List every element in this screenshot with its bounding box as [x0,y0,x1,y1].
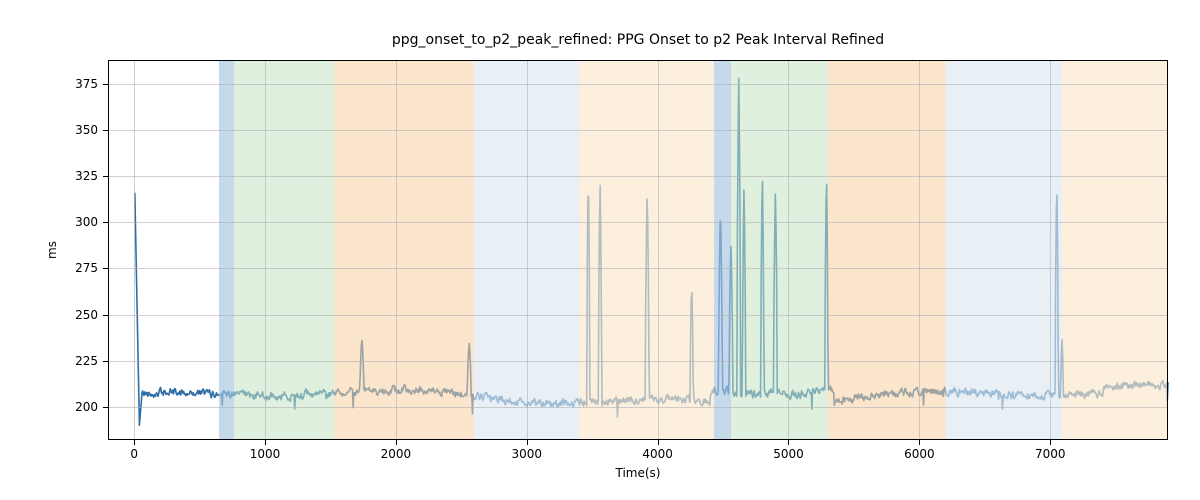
background-band [946,60,1062,440]
chart-title: ppg_onset_to_p2_peak_refined: PPG Onset … [392,32,884,48]
gridline-horizontal [108,222,1168,223]
x-tick-label: 7000 [1035,447,1066,461]
gridline-vertical [396,60,397,440]
gridline-horizontal [108,84,1168,85]
gridline-horizontal [108,268,1168,269]
x-tick-label: 4000 [642,447,673,461]
x-tick [527,440,528,445]
y-tick-label: 325 [75,169,98,183]
gridline-horizontal [108,361,1168,362]
gridline-vertical [788,60,789,440]
y-tick-label: 225 [75,354,98,368]
background-band [1062,60,1168,440]
figure: ppg_onset_to_p2_peak_refined: PPG Onset … [0,0,1200,500]
gridline-horizontal [108,130,1168,131]
y-tick [103,176,108,177]
y-tick [103,222,108,223]
y-tick [103,130,108,131]
y-tick [103,315,108,316]
x-tick [919,440,920,445]
x-tick [134,440,135,445]
x-axis-label: Time(s) [616,466,661,480]
axis-spine [108,439,1168,440]
x-tick-label: 6000 [904,447,935,461]
gridline-vertical [134,60,135,440]
background-band [828,60,946,440]
background-band [714,60,731,440]
background-band [334,60,474,440]
y-tick-label: 375 [75,77,98,91]
gridline-horizontal [108,315,1168,316]
y-tick-label: 250 [75,308,98,322]
y-tick-label: 300 [75,215,98,229]
gridline-vertical [919,60,920,440]
x-tick-label: 2000 [381,447,412,461]
background-band [234,60,335,440]
y-tick-label: 200 [75,400,98,414]
x-tick [1050,440,1051,445]
axis-spine [1167,60,1168,440]
gridline-vertical [265,60,266,440]
gridline-horizontal [108,176,1168,177]
y-tick-label: 275 [75,261,98,275]
x-tick [265,440,266,445]
x-tick-label: 0 [130,447,138,461]
y-tick [103,361,108,362]
y-tick [103,407,108,408]
x-tick [396,440,397,445]
x-tick-label: 5000 [773,447,804,461]
gridline-vertical [658,60,659,440]
x-tick [658,440,659,445]
axis-spine [108,60,109,440]
y-tick-label: 350 [75,123,98,137]
y-tick [103,268,108,269]
y-tick [103,84,108,85]
gridline-horizontal [108,407,1168,408]
y-axis-label: ms [45,241,59,259]
gridline-vertical [527,60,528,440]
plot-area [108,60,1168,440]
background-band [219,60,233,440]
background-band [731,60,828,440]
axis-spine [108,60,1168,61]
background-band [579,60,714,440]
x-tick-label: 3000 [511,447,542,461]
gridline-vertical [1050,60,1051,440]
x-tick [788,440,789,445]
x-tick-label: 1000 [250,447,281,461]
